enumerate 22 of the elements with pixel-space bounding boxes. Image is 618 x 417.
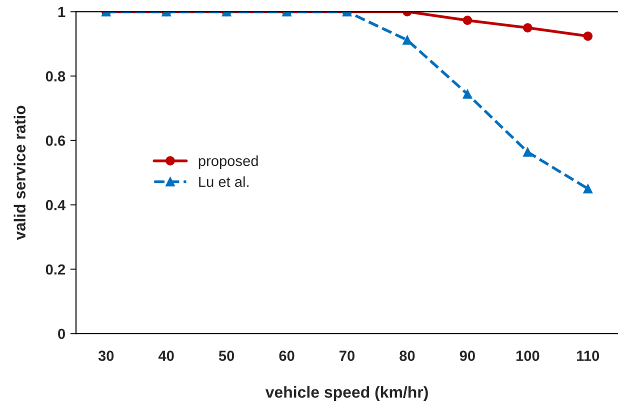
y-tick-label: 0.6 bbox=[46, 136, 66, 146]
point bbox=[522, 147, 532, 157]
x-tick-label: 80 bbox=[400, 350, 415, 361]
y-tick-label: 0.8 bbox=[46, 71, 66, 82]
y-tick-label: 1 bbox=[58, 6, 66, 17]
x-tick-label: 50 bbox=[218, 350, 234, 361]
x-tick-label: 40 bbox=[158, 350, 174, 361]
x-tick-label: 60 bbox=[279, 350, 294, 361]
y-tick-label: 0.4 bbox=[46, 200, 66, 210]
y-tick-label: 0 bbox=[58, 328, 65, 340]
x-tick-label: 30 bbox=[98, 350, 114, 361]
legend-label: proposed bbox=[198, 155, 258, 169]
point bbox=[583, 184, 593, 194]
point bbox=[462, 89, 472, 99]
x-tick-label: 90 bbox=[460, 350, 475, 361]
y-tick-label: 0.2 bbox=[46, 264, 66, 275]
legend-label: Lu et al. bbox=[199, 176, 248, 187]
x-tick-label: 70 bbox=[340, 350, 355, 361]
x-axis-title: vehicle speed (km/hr) bbox=[265, 386, 428, 401]
y-axis-title: valid service ratio bbox=[14, 106, 26, 240]
x-tick-label: 110 bbox=[577, 350, 600, 361]
x-tick-label: 100 bbox=[516, 350, 540, 361]
